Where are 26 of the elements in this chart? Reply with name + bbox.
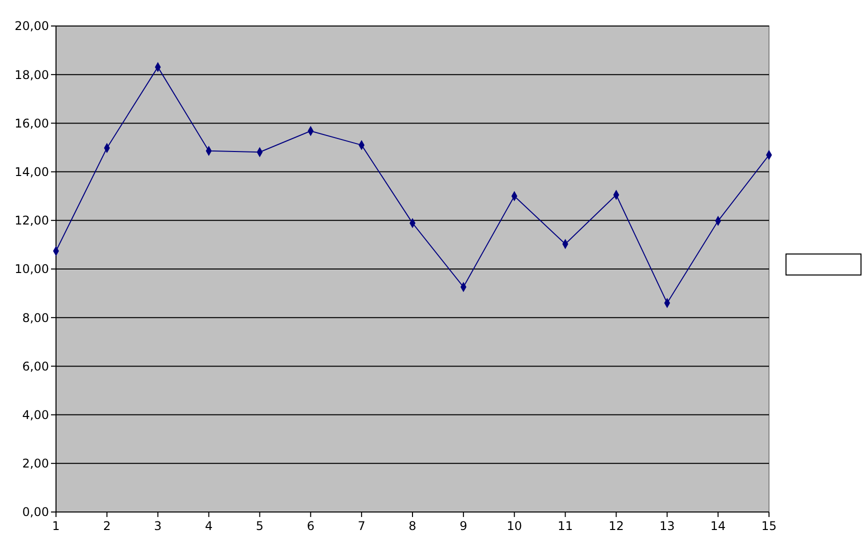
y-tick-label: 6,00 <box>22 359 49 374</box>
x-tick-label: 1 <box>52 519 60 533</box>
x-tick-label: 4 <box>204 519 213 533</box>
y-tick-label: 18,00 <box>14 68 49 82</box>
x-tick-label: 3 <box>154 519 162 533</box>
x-tick-label: 14 <box>710 519 726 533</box>
x-tick-label: 7 <box>358 519 366 533</box>
y-tick-label: 2,00 <box>22 456 49 471</box>
x-tick-label: 15 <box>761 519 777 533</box>
y-tick-label: 0,00 <box>22 505 49 520</box>
x-tick-label: 11 <box>558 519 573 533</box>
x-tick-label: 5 <box>256 519 264 533</box>
y-tick-label: 8,00 <box>22 310 49 325</box>
x-tick-label: 2 <box>103 519 111 533</box>
y-tick-label: 14,00 <box>14 165 49 179</box>
y-tick-label: 16,00 <box>14 116 49 130</box>
x-tick-label: 13 <box>660 519 675 533</box>
y-tick-label: 12,00 <box>14 214 49 228</box>
y-tick-label: 4,00 <box>22 408 49 422</box>
y-tick-label: 10,00 <box>14 262 49 276</box>
x-tick-label: 8 <box>408 519 416 533</box>
x-tick-label: 12 <box>608 519 624 533</box>
y-tick-label: 20,00 <box>14 19 49 34</box>
x-tick-label: 6 <box>306 519 314 533</box>
x-tick-label: 9 <box>460 519 468 533</box>
x-tick-label: 10 <box>506 519 522 533</box>
